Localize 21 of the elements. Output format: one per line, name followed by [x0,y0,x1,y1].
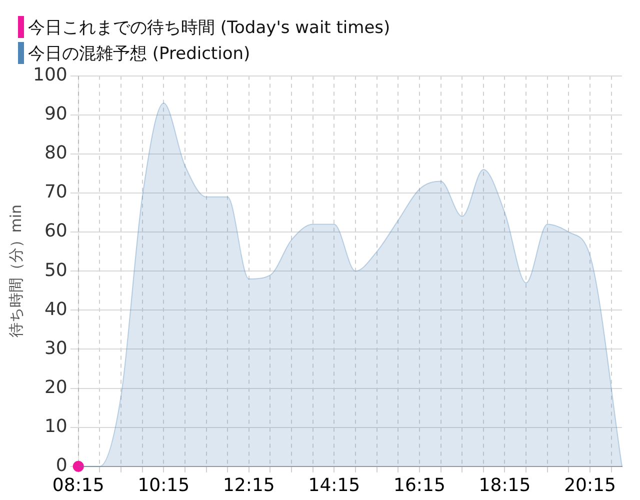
y-tick-label: 70 [44,182,68,203]
x-tick-label: 08:15 [52,474,104,496]
legend-label: 今日の混雑予想 (Prediction) [28,42,250,64]
x-tick-label: 10:15 [138,474,190,496]
y-tick-label: 30 [44,338,68,359]
legend-label: 今日これまでの待ち時間 (Today's wait times) [28,16,390,38]
x-tick-label: 18:15 [478,474,531,496]
y-tick-label: 80 [44,142,68,164]
y-tick-label: 0 [56,455,68,476]
y-tick-label: 10 [44,416,68,438]
x-tick-label: 14:15 [308,474,360,496]
y-tick-label: 60 [44,220,68,242]
x-tick-label: 12:15 [222,474,275,496]
x-tick-label: 16:15 [394,474,446,496]
y-tick-label: 40 [44,298,68,320]
x-tick-label: 20:15 [564,474,616,496]
y-tick-label: 20 [44,376,68,398]
y-axis-title: 待ち時間（分）min [6,204,25,338]
y-tick-label: 50 [44,260,68,281]
y-tick-label: 100 [32,64,68,86]
y-tick-label: 90 [44,104,68,125]
